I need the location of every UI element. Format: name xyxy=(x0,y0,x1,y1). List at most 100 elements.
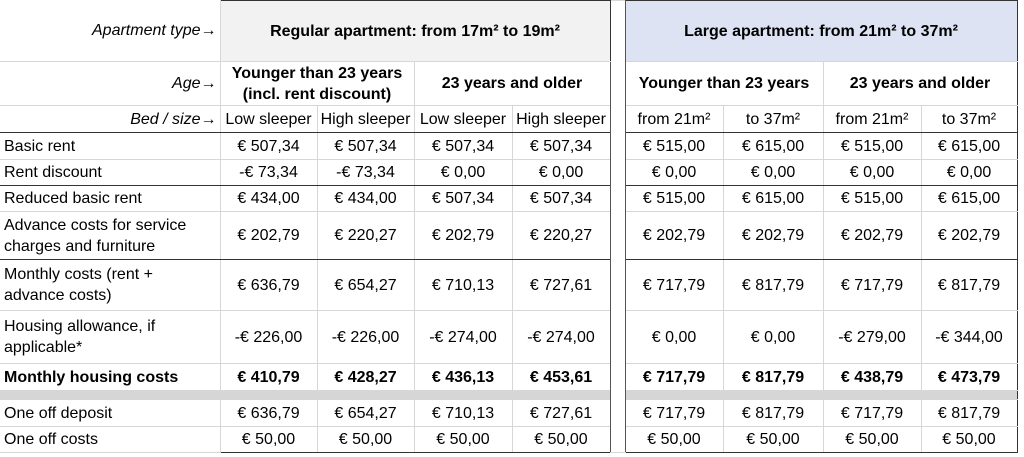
cell-value: € 615,00 xyxy=(921,132,1018,160)
separator-cell xyxy=(219,390,318,400)
cell-value: € 428,27 xyxy=(317,363,415,391)
cell-value: € 0,00 xyxy=(723,310,824,364)
cell-value: € 202,79 xyxy=(414,211,513,260)
row-label: Monthly housing costs xyxy=(0,363,221,391)
sub-header: Low sleeper xyxy=(219,105,318,133)
cell-value: € 202,79 xyxy=(624,211,724,260)
cell-value: € 654,27 xyxy=(317,259,415,311)
cell-value: € 434,00 xyxy=(219,185,318,212)
cell-value: € 515,00 xyxy=(823,132,922,160)
cell-value: € 202,79 xyxy=(219,211,318,260)
separator-cell xyxy=(723,390,824,400)
cell-value: € 453,61 xyxy=(512,363,611,391)
separator-cell xyxy=(921,390,1018,400)
cell-value: -€ 344,00 xyxy=(921,310,1018,364)
cell-value: € 507,34 xyxy=(414,132,513,160)
cell-value: € 727,61 xyxy=(512,259,611,311)
cell-value: € 710,13 xyxy=(414,259,513,311)
cell-value: € 0,00 xyxy=(414,159,513,186)
bed-size-label: Bed / size→ xyxy=(0,105,221,133)
cell-value: € 0,00 xyxy=(823,159,922,186)
cell-value: € 515,00 xyxy=(624,185,724,212)
cell-value: € 636,79 xyxy=(219,259,318,311)
regular-apartment-header: Regular apartment: from 17m² to 19m² xyxy=(219,0,611,62)
cell-value: -€ 274,00 xyxy=(414,310,513,364)
cell-value: € 202,79 xyxy=(723,211,824,260)
sub-header: Low sleeper xyxy=(414,105,513,133)
cell-value: € 438,79 xyxy=(823,363,922,391)
cell-value: -€ 274,00 xyxy=(512,310,611,364)
cell-value: € 717,79 xyxy=(624,259,724,311)
cell-value: € 50,00 xyxy=(624,426,724,453)
cell-value: € 0,00 xyxy=(512,159,611,186)
cell-value: € 50,00 xyxy=(823,426,922,453)
table-row: Basic rent € 507,34 € 507,34 € 507,34 € … xyxy=(0,132,1018,160)
cell-value: € 410,79 xyxy=(219,363,318,391)
sub-header: High sleeper xyxy=(512,105,611,133)
cell-value: € 817,79 xyxy=(723,259,824,311)
cell-value: € 50,00 xyxy=(414,426,513,453)
cell-value: € 507,34 xyxy=(414,185,513,212)
bed-size-row: Bed / size→ Low sleeper High sleeper Low… xyxy=(0,105,1018,133)
separator-cell xyxy=(414,390,513,400)
row-label: One off deposit xyxy=(0,399,221,427)
table-row: Housing allowance, if applicable* -€ 226… xyxy=(0,310,1018,364)
cell-value: € 817,79 xyxy=(921,399,1018,427)
cell-value: € 0,00 xyxy=(624,310,724,364)
cell-value: € 615,00 xyxy=(723,185,824,212)
cell-value: € 202,79 xyxy=(921,211,1018,260)
large-apartment-header: Large apartment: from 21m² to 37m² xyxy=(624,0,1018,62)
cell-value: € 0,00 xyxy=(723,159,824,186)
regular-age-old-header: 23 years and older xyxy=(414,61,611,106)
column-gap xyxy=(609,0,626,453)
cell-value: € 636,79 xyxy=(219,399,318,427)
cell-value: € 817,79 xyxy=(723,363,824,391)
large-age-young-header: Younger than 23 years xyxy=(624,61,824,106)
regular-age-young-header: Younger than 23 years (incl. rent discou… xyxy=(219,61,415,106)
cell-value: € 0,00 xyxy=(921,159,1018,186)
cell-value: € 515,00 xyxy=(823,185,922,212)
total-row: Monthly housing costs € 410,79 € 428,27 … xyxy=(0,363,1018,391)
separator-row xyxy=(0,390,1018,400)
cell-value: € 717,79 xyxy=(823,399,922,427)
cell-value: € 220,27 xyxy=(512,211,611,260)
separator-cell xyxy=(317,390,415,400)
cell-value: -€ 73,34 xyxy=(317,159,415,186)
row-label: Basic rent xyxy=(0,132,221,160)
cell-value: € 654,27 xyxy=(317,399,415,427)
table-row: Reduced basic rent € 434,00 € 434,00 € 5… xyxy=(0,185,1018,212)
row-label: Advance costs for service charges and fu… xyxy=(0,211,221,260)
separator-cell xyxy=(823,390,922,400)
cell-value: € 515,00 xyxy=(624,132,724,160)
cell-value: € 0,00 xyxy=(624,159,724,186)
cell-value: € 817,79 xyxy=(723,399,824,427)
apartment-type-label: Apartment type→ xyxy=(0,0,221,62)
row-label: Housing allowance, if applicable* xyxy=(0,310,221,364)
cell-value: € 50,00 xyxy=(921,426,1018,453)
large-age-old-header: 23 years and older xyxy=(823,61,1018,106)
row-label: Monthly costs (rent + advance costs) xyxy=(0,259,221,311)
cell-value: € 220,27 xyxy=(317,211,415,260)
cell-value: € 507,34 xyxy=(512,132,611,160)
table-row: Advance costs for service charges and fu… xyxy=(0,211,1018,260)
cell-value: € 50,00 xyxy=(317,426,415,453)
sub-header: from 21m² xyxy=(624,105,724,133)
cell-value: € 507,34 xyxy=(317,132,415,160)
cell-value: € 717,79 xyxy=(823,259,922,311)
cell-value: -€ 226,00 xyxy=(317,310,415,364)
cell-value: € 507,34 xyxy=(512,185,611,212)
table-row: One off deposit € 636,79 € 654,27 € 710,… xyxy=(0,399,1018,427)
age-label: Age→ xyxy=(0,61,221,106)
row-label: Reduced basic rent xyxy=(0,185,221,212)
cell-value: € 717,79 xyxy=(624,363,724,391)
sub-header: from 21m² xyxy=(823,105,922,133)
row-label: Rent discount xyxy=(0,159,221,186)
cell-value: € 50,00 xyxy=(512,426,611,453)
cell-value: € 615,00 xyxy=(723,132,824,160)
cell-value: € 202,79 xyxy=(823,211,922,260)
separator-cell xyxy=(624,390,724,400)
row-label: One off costs xyxy=(0,426,221,453)
cell-value: -€ 279,00 xyxy=(823,310,922,364)
